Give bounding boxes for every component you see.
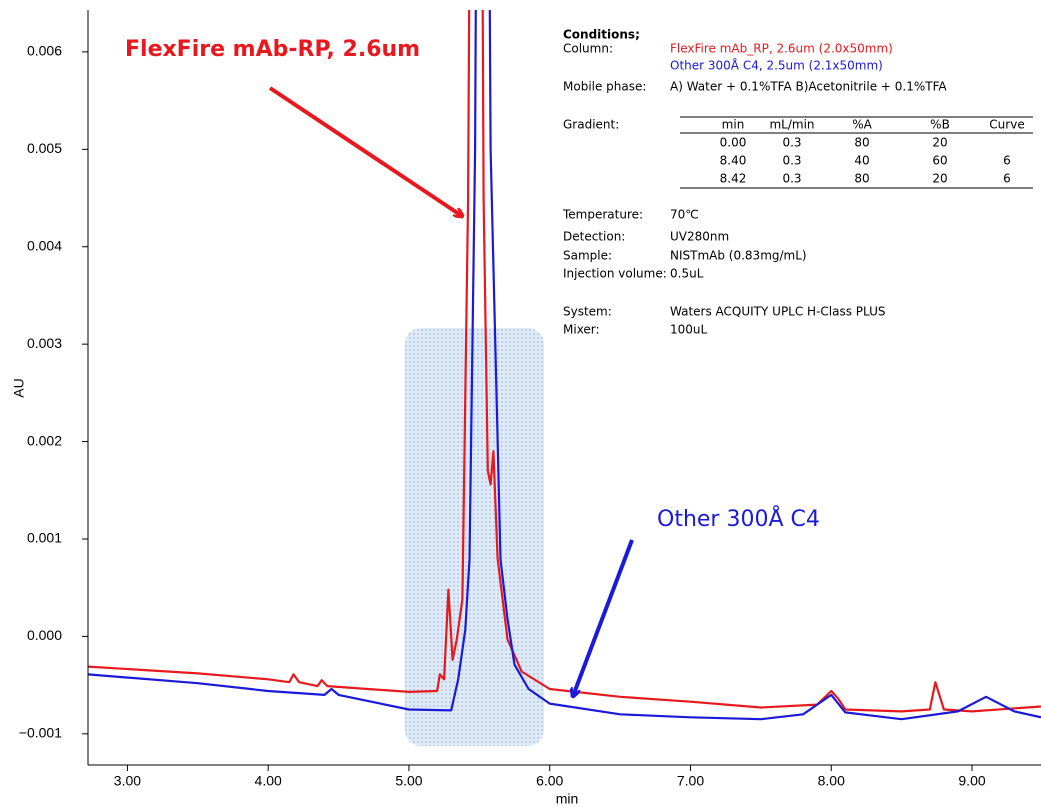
y-tick-label: 0.002 — [27, 432, 62, 448]
series-annotation: FlexFire mAb-RP, 2.6um — [125, 37, 420, 62]
condition-label: System: — [563, 305, 612, 319]
condition-label: Gradient: — [563, 118, 619, 132]
y-tick-label: 0.004 — [27, 237, 62, 253]
table-cell: 80 — [854, 172, 869, 186]
condition-label: Temperature: — [562, 208, 643, 222]
series-annotation: Other 300Å C4 — [657, 505, 820, 532]
table-cell: 60 — [932, 154, 947, 168]
condition-value: UV280nm — [670, 230, 729, 244]
condition-label: Column: — [563, 42, 613, 56]
table-header: %B — [930, 118, 950, 132]
condition-value: A) Water + 0.1%TFA B)Acetonitrile + 0.1%… — [670, 80, 947, 94]
condition-value: 100uL — [670, 323, 708, 337]
y-axis-label: AU — [11, 378, 27, 397]
condition-value: 70℃ — [670, 208, 699, 222]
x-tick-label: 6.00 — [536, 773, 563, 789]
x-tick-label: 8.00 — [818, 773, 845, 789]
table-cell: 8.40 — [720, 154, 747, 168]
x-axis-label: min — [556, 791, 579, 807]
conditions-panel: Conditions; Column: Mobile phase: A) Wat… — [562, 28, 1033, 337]
x-tick-label: 3.00 — [114, 773, 141, 789]
condition-label: Injection volume: — [563, 267, 667, 281]
condition-label: Sample: — [563, 249, 612, 263]
condition-value: FlexFire mAb_RP, 2.6um (2.0x50mm) — [670, 42, 893, 56]
condition-label: Mixer: — [563, 323, 600, 337]
annotation-arrow — [573, 539, 634, 696]
table-header: mL/min — [769, 118, 814, 132]
y-tick-label: 0.003 — [27, 335, 62, 351]
table-cell: 40 — [854, 154, 869, 168]
condition-value: Other 300Å C4, 2.5um (2.1x50mm) — [670, 58, 883, 73]
series-line — [88, 10, 1041, 713]
condition-value: 0.5uL — [670, 267, 704, 281]
table-cell: 0.3 — [782, 154, 801, 168]
table-cell: 8.42 — [720, 172, 747, 186]
table-cell: 80 — [854, 136, 869, 150]
table-cell: 0.00 — [720, 136, 747, 150]
y-tick-label: 0.005 — [27, 140, 62, 156]
table-cell: 6 — [1003, 172, 1011, 186]
x-tick-label: 9.00 — [958, 773, 985, 789]
table-cell: 20 — [932, 172, 947, 186]
y-tick-label: 0.000 — [27, 627, 62, 643]
condition-value: NISTmAb (0.83mg/mL) — [670, 249, 807, 263]
table-cell: 6 — [1003, 154, 1011, 168]
x-tick-label: 5.00 — [395, 773, 422, 789]
y-tick-label: 0.006 — [27, 43, 62, 59]
x-tick-label: 7.00 — [677, 773, 704, 789]
condition-label: Mobile phase: — [563, 80, 646, 94]
x-tick-label: 4.00 — [255, 773, 282, 789]
series-line — [88, 10, 1041, 721]
table-header: %A — [852, 118, 872, 132]
table-cell: 0.3 — [782, 172, 801, 186]
highlight-region — [405, 328, 544, 746]
table-cell: 0.3 — [782, 136, 801, 150]
table-cell: 20 — [932, 136, 947, 150]
table-header: Curve — [989, 118, 1024, 132]
y-tick-label: 0.001 — [27, 530, 62, 546]
condition-label: Detection: — [563, 230, 625, 244]
conditions-title: Conditions; — [563, 28, 640, 42]
table-header: min — [722, 118, 745, 132]
annotation-arrow — [268, 86, 462, 216]
plot-area — [88, 10, 1041, 721]
y-tick-label: −0.001 — [19, 725, 62, 741]
condition-value: Waters ACQUITY UPLC H-Class PLUS — [670, 305, 886, 319]
